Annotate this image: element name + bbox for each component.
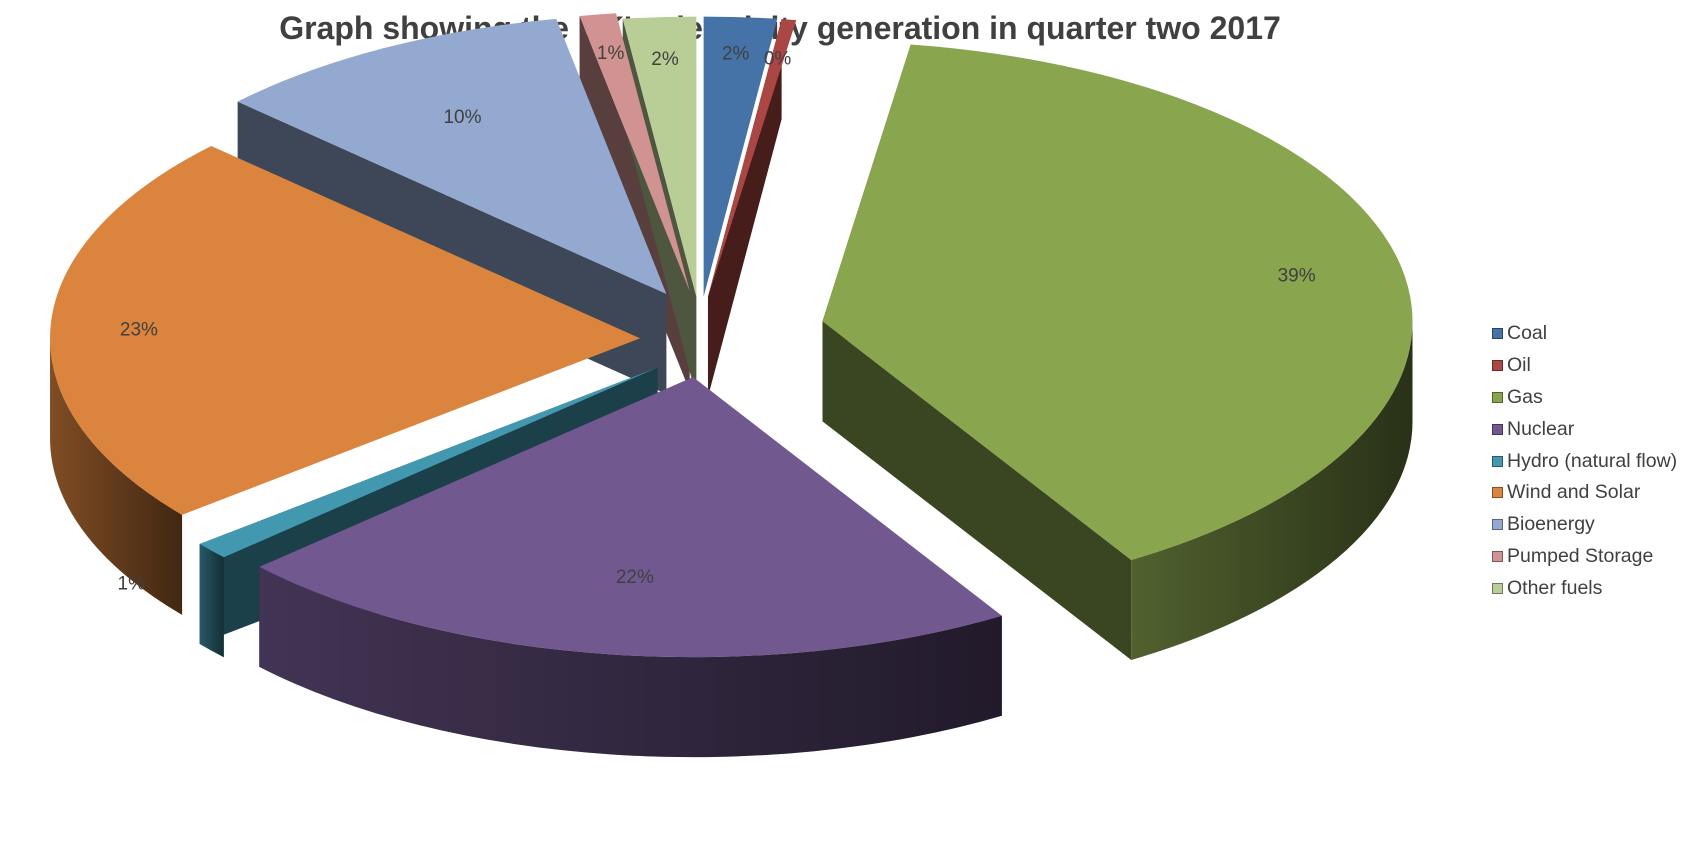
slice-nuclear xyxy=(259,377,1002,658)
slice-outer-wall-shade-5 xyxy=(50,338,183,615)
legend-label: Wind and Solar xyxy=(1507,481,1641,504)
legend-swatch xyxy=(1492,360,1503,372)
slice-outer-wall-shade-4 xyxy=(199,544,224,658)
legend-item-0: Coal xyxy=(1492,318,1677,350)
slice-outer-wall-shade-3 xyxy=(259,566,1002,758)
legend-label: Gas xyxy=(1507,385,1543,408)
legend-swatch xyxy=(1492,455,1503,467)
legend-swatch xyxy=(1492,423,1503,435)
legend-item-8: Other fuels xyxy=(1492,572,1677,604)
data-label-1: 0% xyxy=(764,48,792,69)
legend-item-5: Wind and Solar xyxy=(1492,477,1677,509)
data-label-8: 2% xyxy=(651,49,679,70)
pie-tops xyxy=(50,13,1413,658)
legend-label: Other fuels xyxy=(1507,576,1603,599)
legend-swatch xyxy=(1492,582,1503,594)
slice-other-fuels xyxy=(622,16,697,297)
legend-item-3: Nuclear xyxy=(1492,413,1677,445)
data-label-2: 39% xyxy=(1278,266,1316,287)
legend-item-1: Oil xyxy=(1492,350,1677,382)
legend-item-2: Gas xyxy=(1492,382,1677,414)
legend-swatch xyxy=(1492,487,1503,499)
data-label-7: 1% xyxy=(597,43,625,64)
legend-swatch xyxy=(1492,391,1503,403)
slice-outer-wall-shade-2 xyxy=(1131,321,1413,660)
legend-swatch xyxy=(1492,519,1503,531)
pie-labels: 2% 0% 39% 22% 1% 23% 10% 1% 2% xyxy=(118,43,1316,594)
legend-item-7: Pumped Storage xyxy=(1492,541,1677,573)
legend-item-4: Hydro (natural flow) xyxy=(1492,445,1677,477)
legend-swatch xyxy=(1492,550,1503,562)
data-label-6: 10% xyxy=(443,107,481,128)
slice-wind-and-solar xyxy=(50,145,641,515)
legend-label: Coal xyxy=(1507,322,1548,345)
legend-swatch xyxy=(1492,328,1503,340)
legend-label: Pumped Storage xyxy=(1507,544,1654,567)
slice-hydro-natural-flow xyxy=(199,367,658,558)
legend-label: Nuclear xyxy=(1507,417,1575,440)
data-label-5: 23% xyxy=(120,319,158,340)
legend-label: Hydro (natural flow) xyxy=(1507,449,1678,472)
data-label-4: 1% xyxy=(118,574,146,595)
slice-side-wall-2-1 xyxy=(822,321,1132,660)
data-label-3: 22% xyxy=(616,567,654,588)
slice-pumped-storage xyxy=(579,13,690,292)
slice-oil xyxy=(707,19,797,297)
slice-bioenergy xyxy=(237,18,667,294)
slice-coal xyxy=(703,16,778,297)
legend-label: Oil xyxy=(1507,354,1531,377)
legend-item-6: Bioenergy xyxy=(1492,509,1677,541)
legend-label: Bioenergy xyxy=(1507,513,1595,536)
slice-gas xyxy=(822,44,1413,560)
data-label-0: 2% xyxy=(722,43,750,64)
legend: Coal Oil Gas Nuclear Hydro (natural flow) Win… xyxy=(1492,318,1677,604)
